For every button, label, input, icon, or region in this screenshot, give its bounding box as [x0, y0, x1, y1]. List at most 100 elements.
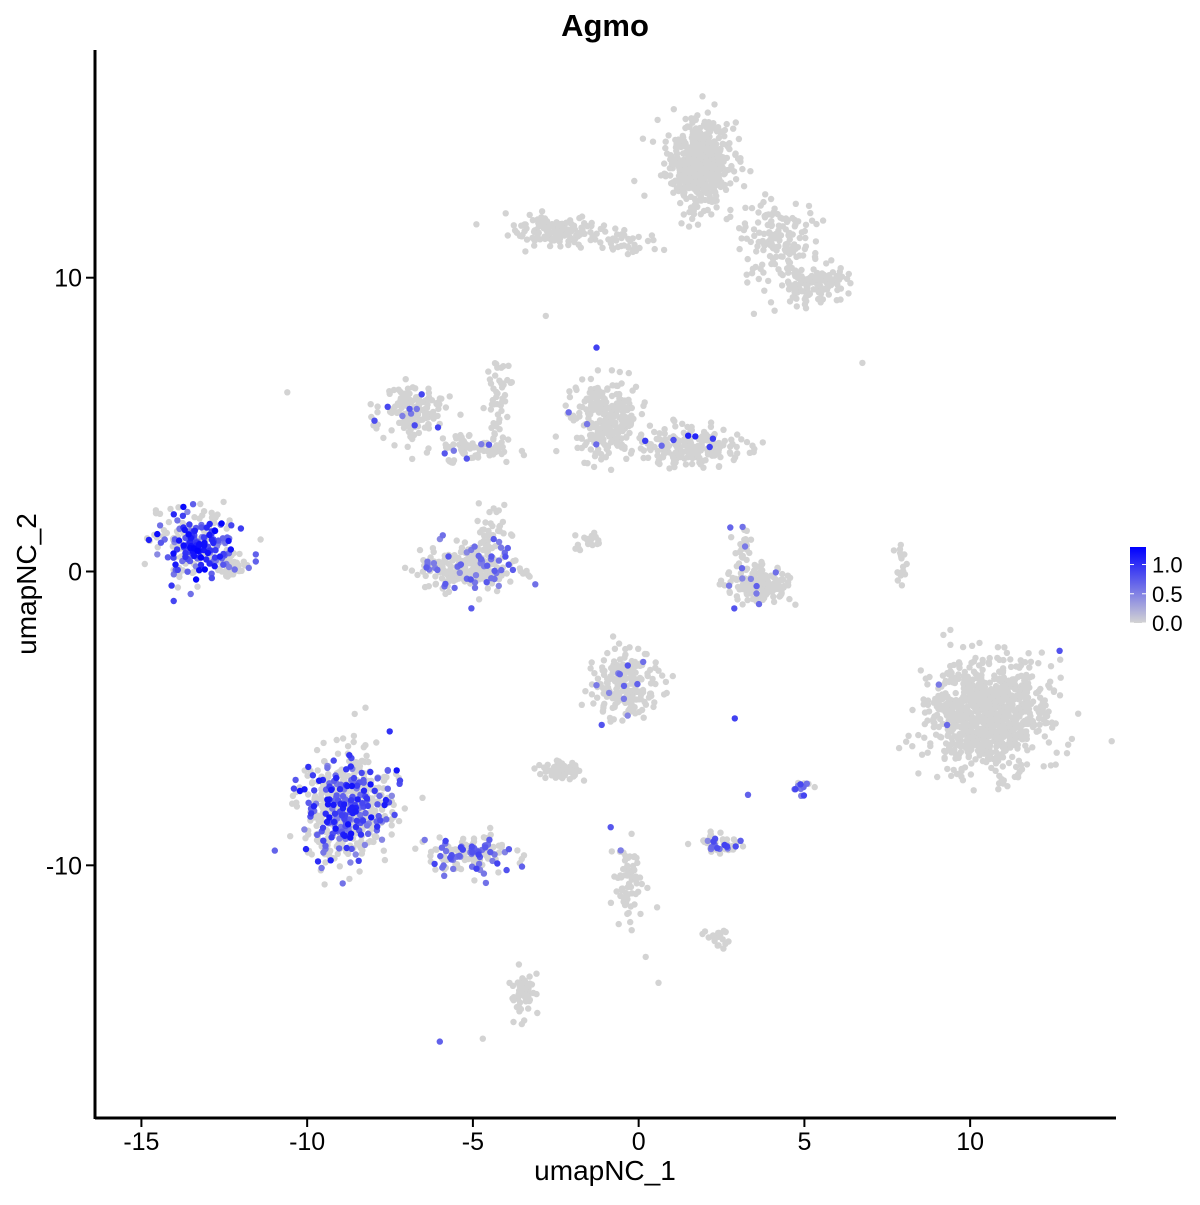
cell-point — [434, 399, 441, 406]
cell-point — [961, 764, 969, 771]
cell-point — [630, 853, 637, 861]
cell-point — [699, 142, 706, 149]
cell-point — [1040, 763, 1047, 770]
cell-point — [457, 561, 465, 568]
cell-point — [661, 426, 668, 433]
cell-point — [996, 675, 1003, 682]
cell-point — [172, 561, 179, 568]
cell-point — [339, 772, 347, 780]
cell-point — [496, 377, 503, 384]
cell-point — [320, 837, 327, 844]
cell-point — [368, 814, 375, 821]
cell-point — [432, 866, 439, 873]
cell-point — [206, 531, 213, 539]
cell-point — [661, 160, 668, 167]
cell-point — [1013, 663, 1020, 670]
y-tick-label: -10 — [46, 852, 82, 880]
x-tick-label: 0 — [632, 1128, 646, 1156]
cell-point — [154, 530, 161, 538]
cell-point — [576, 413, 583, 420]
cell-point — [743, 438, 751, 446]
cell-point — [619, 421, 626, 428]
cell-point — [320, 739, 327, 747]
cell-point — [1047, 663, 1055, 670]
cell-point — [581, 459, 588, 466]
cell-point — [739, 601, 746, 608]
cell-point — [1026, 664, 1033, 671]
cell-point — [802, 243, 810, 250]
cell-point — [949, 679, 957, 686]
cell-point — [425, 583, 432, 590]
cell-point — [804, 284, 811, 291]
cell-point — [327, 857, 334, 864]
cell-point — [621, 857, 629, 864]
cell-point — [759, 593, 767, 600]
cell-point — [740, 226, 748, 234]
cell-point — [673, 442, 680, 449]
cell-point — [635, 888, 642, 895]
cell-point — [771, 235, 778, 242]
cell-point — [927, 740, 934, 747]
cell-point — [1037, 694, 1044, 701]
cell-point — [594, 395, 601, 402]
cell-point — [252, 558, 259, 565]
cell-point — [557, 222, 565, 229]
cell-point — [452, 433, 459, 440]
cell-point — [220, 498, 227, 506]
cell-point — [360, 787, 368, 794]
cell-point — [567, 227, 574, 234]
cell-point — [607, 899, 615, 906]
cell-point — [175, 537, 183, 544]
cell-point — [1003, 649, 1011, 657]
cell-point — [704, 837, 711, 845]
cell-point — [721, 841, 728, 849]
cell-point — [434, 566, 441, 574]
cell-point — [430, 408, 437, 416]
cell-point — [237, 525, 245, 532]
cell-point — [626, 644, 633, 651]
cell-point — [670, 161, 677, 168]
cell-point — [321, 881, 328, 888]
cell-point — [631, 867, 638, 874]
cell-point — [761, 287, 768, 294]
cell-point — [791, 216, 798, 224]
cell-point — [738, 565, 746, 572]
cell-point — [493, 360, 500, 368]
cell-point — [592, 450, 599, 457]
cell-point — [950, 766, 957, 774]
cell-point — [993, 757, 1001, 764]
cell-point — [587, 229, 594, 236]
cell-point — [658, 454, 666, 461]
cell-point — [486, 836, 493, 843]
cell-point — [1005, 698, 1012, 705]
cell-point — [596, 417, 604, 424]
cell-point — [383, 774, 390, 781]
cell-point — [938, 691, 946, 698]
cell-point — [962, 704, 969, 712]
cell-point — [388, 792, 395, 799]
cell-point — [701, 928, 709, 935]
cell-point — [935, 681, 942, 688]
cell-point — [959, 777, 967, 784]
cell-point — [940, 631, 947, 639]
cell-point — [694, 221, 702, 228]
cell-point — [431, 860, 438, 868]
cell-point — [537, 770, 544, 778]
cell-point — [641, 650, 649, 658]
cell-point — [631, 177, 638, 185]
cell-point — [588, 691, 596, 698]
cell-point — [799, 252, 807, 259]
cell-point — [339, 735, 347, 742]
cell-point — [154, 551, 161, 558]
cell-point — [685, 432, 692, 439]
cell-point — [663, 689, 670, 697]
cell-point — [459, 846, 466, 853]
cell-point — [644, 672, 651, 680]
cell-point — [332, 825, 339, 832]
cell-point — [634, 680, 641, 688]
cell-point — [812, 249, 819, 257]
cell-point — [590, 463, 598, 471]
cell-point — [252, 551, 259, 558]
cell-point — [495, 538, 503, 546]
cell-point — [384, 785, 391, 792]
